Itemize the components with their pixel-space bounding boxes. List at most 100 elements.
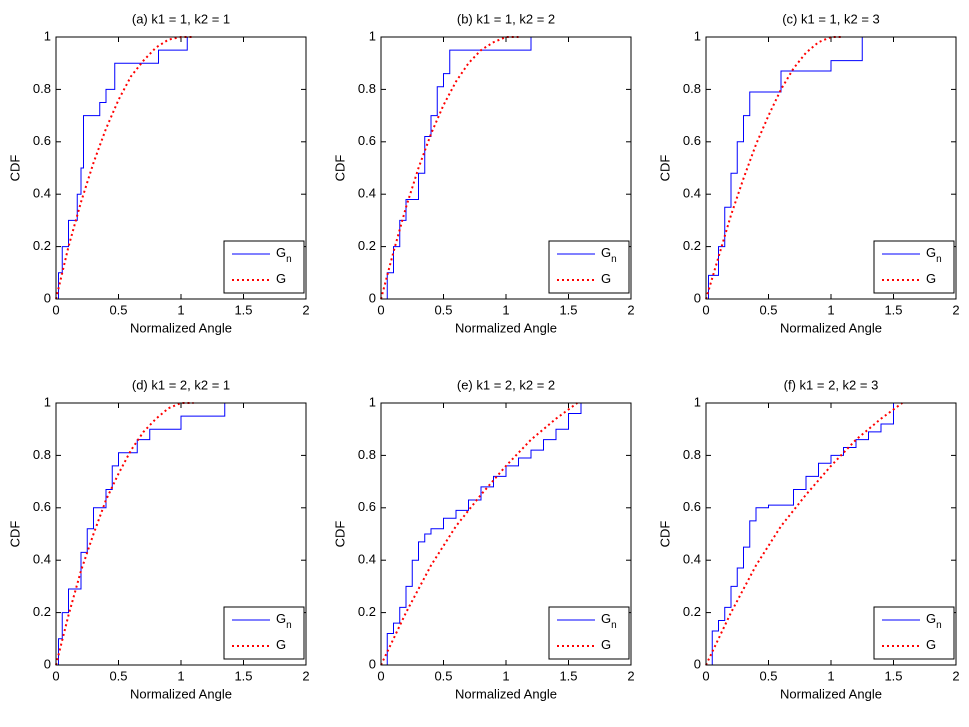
y-tick-label: 1: [369, 394, 376, 409]
y-tick-label: 1: [44, 394, 51, 409]
x-tick-label: 1.5: [559, 668, 577, 683]
legend-label: G: [926, 637, 936, 652]
subplot-title: (f) k1 = 2, k2 = 3: [784, 377, 879, 392]
y-tick-label: 0.8: [358, 81, 376, 96]
x-axis-label: Normalized Angle: [130, 320, 232, 335]
axes-box: [705, 402, 957, 666]
x-tick-label: 0.5: [109, 668, 127, 683]
y-tick-label: 0: [369, 290, 376, 305]
subplot: (a) k1 = 1, k2 = 1 Normalized Angle CDF 0 0.…: [7, 11, 309, 335]
y-axis-label: CDF: [657, 521, 672, 548]
subplot: (b) k1 = 1, k2 = 2 Normalized Angle CDF 0 0.…: [332, 11, 634, 335]
y-tick-label: 0.2: [358, 238, 376, 253]
x-tick-label: 0.5: [434, 302, 452, 317]
legend: Gn G: [873, 240, 955, 294]
x-tick-label: 0: [702, 302, 709, 317]
x-tick-label: 0.5: [109, 302, 127, 317]
x-tick-label: 0: [52, 302, 59, 317]
legend-box: [873, 240, 955, 294]
x-tick-label: 0: [52, 668, 59, 683]
y-tick-label: 0.2: [358, 604, 376, 619]
y-tick-label: 0.4: [683, 552, 701, 567]
y-tick-label: 0.8: [33, 81, 51, 96]
cdf-line: [381, 36, 581, 300]
y-tick-label: 0.2: [683, 238, 701, 253]
y-tick-label: 0.6: [33, 133, 51, 148]
legend-label: Gn: [926, 611, 942, 630]
subplot-title: (a) k1 = 1, k2 = 1: [132, 11, 230, 26]
y-axis-label: CDF: [332, 155, 347, 182]
legend-box: [873, 606, 955, 660]
legend-label: Gn: [276, 245, 292, 264]
y-tick-label: 0.6: [683, 133, 701, 148]
x-tick-label: 1.5: [559, 302, 577, 317]
cdf-line: [706, 402, 900, 666]
legend: Gn G: [548, 606, 630, 660]
x-axis-label: Normalized Angle: [130, 686, 232, 701]
legend-label: Gn: [601, 245, 617, 264]
legend-box: [223, 606, 305, 660]
legend: Gn G: [873, 606, 955, 660]
subplot-title: (d) k1 = 2, k2 = 1: [132, 377, 230, 392]
legend-box: [548, 240, 630, 294]
subplot: (f) k1 = 2, k2 = 3 Normalized Angle CDF 0 0.…: [657, 377, 959, 701]
cdf-line: [706, 36, 906, 300]
x-tick-label: 2: [627, 302, 634, 317]
cdf-line: [56, 402, 256, 666]
legend-label: Gn: [276, 611, 292, 630]
axes-box: [705, 36, 957, 300]
x-tick-label: 1: [827, 668, 834, 683]
legend-label: G: [601, 637, 611, 652]
subplot-title: (e) k1 = 2, k2 = 2: [457, 377, 555, 392]
y-tick-label: 0.4: [33, 186, 51, 201]
subplot-title: (b) k1 = 1, k2 = 2: [457, 11, 555, 26]
y-tick-label: 0.4: [358, 186, 376, 201]
x-tick-label: 1.5: [884, 668, 902, 683]
x-tick-label: 1: [827, 302, 834, 317]
legend: Gn G: [548, 240, 630, 294]
cdf-line: [381, 403, 582, 666]
axes-box: [380, 36, 632, 300]
legend-box: [548, 606, 630, 660]
x-tick-label: 0.5: [759, 302, 777, 317]
y-tick-label: 0.6: [358, 133, 376, 148]
legend-label: G: [601, 271, 611, 286]
axes-box: [380, 402, 632, 666]
x-tick-label: 2: [302, 302, 309, 317]
y-tick-label: 0.8: [358, 447, 376, 462]
x-axis-label: Normalized Angle: [455, 320, 557, 335]
cdf-line: [380, 402, 578, 666]
x-tick-label: 1: [502, 302, 509, 317]
legend-label: G: [276, 271, 286, 286]
y-tick-label: 0.4: [33, 552, 51, 567]
y-tick-label: 1: [44, 28, 51, 43]
x-tick-label: 1: [177, 302, 184, 317]
cdf-line: [705, 402, 903, 666]
x-tick-label: 1.5: [234, 668, 252, 683]
x-tick-label: 1: [177, 668, 184, 683]
x-axis-label: Normalized Angle: [780, 686, 882, 701]
y-tick-label: 1: [694, 394, 701, 409]
x-axis-label: Normalized Angle: [780, 320, 882, 335]
x-tick-label: 0: [702, 668, 709, 683]
y-axis-label: CDF: [7, 155, 22, 182]
x-tick-label: 1.5: [234, 302, 252, 317]
legend-label: Gn: [926, 245, 942, 264]
y-tick-label: 0.4: [683, 186, 701, 201]
legend: Gn G: [223, 606, 305, 660]
y-tick-label: 0.8: [33, 447, 51, 462]
x-tick-label: 0: [377, 302, 384, 317]
axes-box: [55, 402, 307, 666]
cdf-line: [56, 36, 256, 300]
y-tick-label: 0.2: [33, 238, 51, 253]
y-tick-label: 0.6: [683, 499, 701, 514]
y-tick-label: 0: [44, 656, 51, 671]
x-tick-label: 1: [502, 668, 509, 683]
axes-box: [55, 36, 307, 300]
x-tick-label: 2: [302, 668, 309, 683]
y-axis-label: CDF: [332, 521, 347, 548]
x-tick-label: 0.5: [434, 668, 452, 683]
subplot: (d) k1 = 2, k2 = 1 Normalized Angle CDF 0 0.…: [7, 377, 309, 701]
y-tick-label: 0.8: [683, 447, 701, 462]
